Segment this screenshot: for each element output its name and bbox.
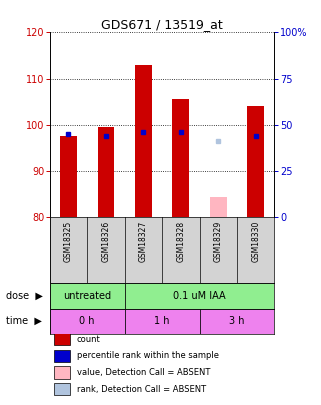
Bar — [54, 383, 70, 395]
Text: GSM18328: GSM18328 — [176, 221, 185, 262]
Bar — [172, 100, 189, 217]
Text: GSM18326: GSM18326 — [101, 221, 110, 262]
Bar — [135, 65, 152, 217]
Text: 0.1 uM IAA: 0.1 uM IAA — [173, 291, 226, 301]
Bar — [54, 350, 70, 362]
Text: dose  ▶: dose ▶ — [6, 291, 43, 301]
Text: GSM18327: GSM18327 — [139, 221, 148, 262]
Title: GDS671 / 13519_at: GDS671 / 13519_at — [101, 18, 223, 31]
Text: 3 h: 3 h — [229, 316, 245, 326]
Text: GSM18325: GSM18325 — [64, 221, 73, 262]
Text: percentile rank within the sample: percentile rank within the sample — [77, 351, 219, 360]
Text: rank, Detection Call = ABSENT: rank, Detection Call = ABSENT — [77, 385, 206, 394]
Text: 1 h: 1 h — [154, 316, 170, 326]
Bar — [125, 284, 274, 309]
Text: count: count — [77, 335, 100, 344]
Bar — [210, 196, 227, 217]
Text: untreated: untreated — [63, 291, 111, 301]
Text: GSM18330: GSM18330 — [251, 221, 260, 262]
Bar — [54, 333, 70, 345]
Bar — [54, 366, 70, 379]
Bar — [247, 107, 264, 217]
Text: value, Detection Call = ABSENT: value, Detection Call = ABSENT — [77, 368, 210, 377]
Bar — [60, 136, 77, 217]
Bar — [125, 309, 200, 334]
Bar — [50, 284, 125, 309]
Bar — [200, 309, 274, 334]
Bar — [98, 127, 114, 217]
Text: GSM18329: GSM18329 — [214, 221, 223, 262]
Text: time  ▶: time ▶ — [6, 316, 42, 326]
Bar — [50, 309, 125, 334]
Text: 0 h: 0 h — [80, 316, 95, 326]
